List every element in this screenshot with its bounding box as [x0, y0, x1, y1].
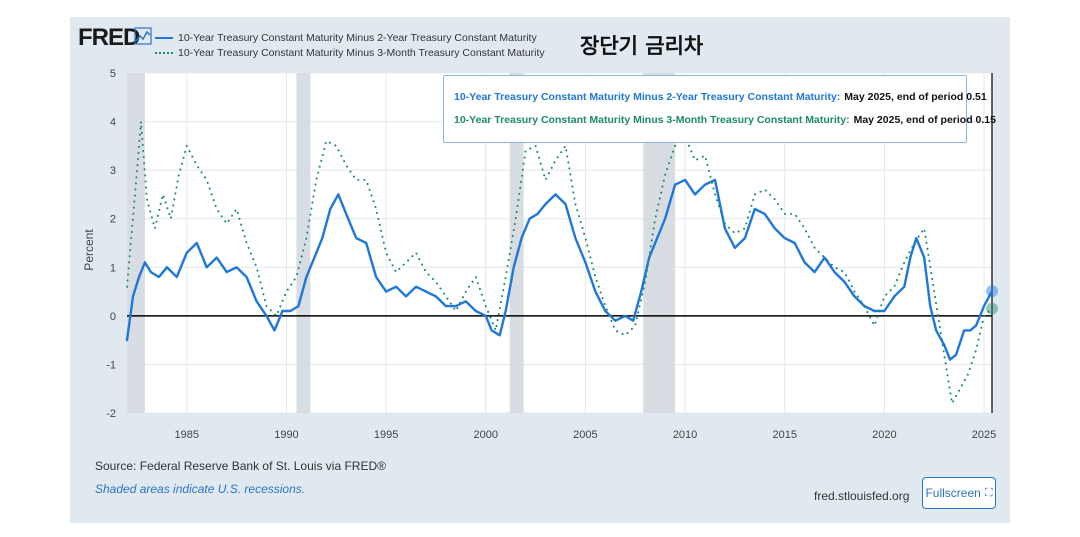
- y-tick-label: 4: [110, 117, 116, 129]
- x-tick-label: 2010: [673, 429, 697, 441]
- x-tick-label: 2020: [872, 429, 896, 441]
- solid-line-swatch-icon: [155, 36, 173, 39]
- tooltip-series2-value: May 2025, end of period 0.15: [853, 114, 996, 126]
- x-tick-label: 1995: [374, 429, 398, 441]
- x-tick-label: 2000: [474, 429, 498, 441]
- tooltip-row-series1: 10-Year Treasury Constant Maturity Minus…: [454, 91, 987, 103]
- recession-layer: [127, 73, 676, 413]
- y-tick-label: 3: [110, 165, 116, 177]
- tooltip-series2-name: 10-Year Treasury Constant Maturity Minus…: [454, 114, 850, 126]
- chart-legend: 10-Year Treasury Constant Maturity Minus…: [155, 30, 545, 60]
- tooltip-row-series2: 10-Year Treasury Constant Maturity Minus…: [454, 114, 996, 126]
- legend-label-series1: 10-Year Treasury Constant Maturity Minus…: [178, 31, 537, 44]
- axis-layer: 5 4 3 2 1 0 -1 -2 1985 1990 1995 2000 2005 2010 2015 20…: [82, 68, 996, 441]
- legend-item-series2[interactable]: 10-Year Treasury Constant Maturity Minus…: [155, 45, 545, 60]
- recession-band: [296, 73, 311, 413]
- tooltip-series1-name: 10-Year Treasury Constant Maturity Minus…: [454, 91, 841, 103]
- x-tick-label: 1985: [175, 429, 199, 441]
- y-tick-label: 1: [110, 262, 116, 274]
- data-tooltip: 10-Year Treasury Constant Maturity Minus…: [443, 75, 996, 143]
- fullscreen-button[interactable]: Fullscreen ⛶: [922, 477, 996, 509]
- line-chart-icon: [134, 27, 152, 45]
- fred-logo[interactable]: FRED: [78, 24, 140, 51]
- tooltip-series1-value: May 2025, end of period 0.51: [844, 91, 987, 103]
- y-axis-label: Percent: [82, 229, 96, 271]
- y-tick-label: -2: [106, 408, 116, 420]
- x-tick-label: 1990: [274, 429, 298, 441]
- x-tick-label: 2025: [972, 429, 996, 441]
- y-tick-label: 0: [110, 311, 116, 323]
- zero-line-layer: [127, 73, 993, 413]
- recession-band: [509, 73, 524, 413]
- recession-note: Shaded areas indicate U.S. recessions.: [95, 482, 306, 496]
- series-line-1: [125, 178, 994, 361]
- dotted-line-swatch-icon: [155, 51, 173, 54]
- recession-band: [127, 73, 145, 413]
- x-tick-label: 2015: [772, 429, 796, 441]
- x-tick-label: 2005: [573, 429, 597, 441]
- source-note: Source: Federal Reserve Bank of St. Loui…: [95, 459, 386, 473]
- fullscreen-label: Fullscreen: [925, 486, 981, 500]
- series-end-marker-1: [986, 285, 998, 298]
- overlay-title: 장단기 금리차: [580, 34, 704, 58]
- y-tick-label: 2: [110, 214, 116, 226]
- series-line-2: [126, 120, 993, 405]
- y-tick-label: 5: [110, 68, 116, 80]
- expand-icon: ⛶: [984, 486, 993, 499]
- series-layer: [125, 120, 998, 405]
- y-tick-label: -1: [106, 359, 116, 371]
- legend-item-series1[interactable]: 10-Year Treasury Constant Maturity Minus…: [155, 30, 545, 45]
- series-end-marker-2: [986, 302, 998, 315]
- fred-url-link[interactable]: fred.stlouisfed.org: [814, 489, 910, 503]
- legend-label-series2: 10-Year Treasury Constant Maturity Minus…: [178, 46, 545, 59]
